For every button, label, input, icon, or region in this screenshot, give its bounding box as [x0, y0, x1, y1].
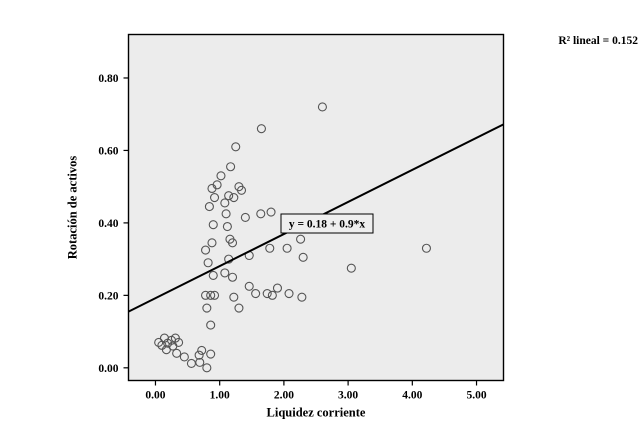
data-point: [220, 268, 230, 278]
data-point: [226, 162, 236, 172]
data-point: [231, 142, 241, 152]
data-point: [234, 303, 244, 313]
x-axis-tick-label: 3.00: [338, 390, 358, 402]
data-point: [236, 185, 247, 195]
data-point: [256, 209, 266, 219]
plot-area: [128, 34, 504, 381]
data-point: [208, 220, 218, 230]
data-point: [266, 207, 276, 217]
data-point: [220, 198, 230, 208]
data-points-layer: [154, 102, 432, 373]
equation-label: y = 0.18 + 0.9*x: [289, 219, 366, 231]
data-point: [174, 337, 184, 348]
data-point: [227, 272, 238, 282]
data-point: [208, 270, 218, 280]
x-axis-tick-label: 4.00: [402, 390, 422, 402]
data-point: [296, 234, 306, 244]
data-point: [216, 171, 226, 181]
data-point: [284, 288, 294, 299]
data-point: [206, 320, 216, 330]
axes-layer: 0.00 1.00 2.00 3.00 4.00 5.00 0.00 0.20 0.40 0.60…: [98, 33, 505, 402]
data-point: [240, 212, 250, 223]
data-point: [262, 288, 272, 299]
data-point: [227, 238, 238, 248]
data-point: [197, 345, 207, 355]
plot-panel: [128, 34, 504, 381]
data-point: [265, 243, 275, 253]
data-point: [421, 243, 432, 253]
x-axis-tick-label: 5.00: [466, 390, 486, 402]
r-squared-label: R² lineal = 0.152: [558, 35, 638, 47]
data-point: [244, 281, 254, 291]
data-point: [229, 192, 239, 203]
data-point: [172, 348, 182, 358]
x-axis-tick-label: 1.00: [210, 390, 230, 402]
data-point: [317, 102, 327, 112]
y-axis-title: Rotación de activos: [66, 156, 80, 260]
y-axis-tick-label: 0.00: [98, 363, 118, 375]
y-axis-tick-label: 0.80: [98, 73, 118, 85]
data-point: [229, 292, 239, 302]
data-point: [221, 209, 231, 219]
data-point: [298, 252, 308, 262]
y-axis-tick-label: 0.60: [98, 145, 118, 157]
data-point: [179, 352, 189, 362]
data-point: [209, 290, 220, 300]
data-point: [224, 191, 234, 201]
y-axis-tick-label: 0.40: [98, 218, 118, 230]
data-point: [297, 292, 307, 302]
data-point: [272, 283, 283, 293]
data-point: [282, 243, 292, 253]
data-point: [346, 263, 356, 273]
data-point: [206, 290, 216, 300]
data-point: [251, 288, 261, 299]
data-point: [209, 192, 220, 203]
data-point: [212, 180, 222, 190]
data-point: [201, 290, 211, 300]
plot-frame: [127, 33, 505, 382]
equation-box: [280, 213, 374, 234]
x-axis-tick-label: 0.00: [145, 390, 165, 402]
data-point: [222, 221, 232, 232]
data-point: [195, 357, 205, 367]
y-axis-tick-label: 0.20: [98, 290, 118, 302]
data-point: [204, 202, 214, 212]
data-point: [194, 350, 204, 360]
labels-layer: Liquidez corriente Rotación de activos R² …: [66, 35, 639, 420]
data-point: [202, 363, 212, 373]
x-axis-title: Liquidez corriente: [267, 406, 366, 420]
data-point: [202, 303, 212, 313]
data-point: [203, 258, 213, 268]
data-point: [256, 124, 266, 134]
data-point: [267, 290, 277, 300]
data-point: [154, 337, 164, 348]
data-point: [206, 349, 216, 359]
data-point: [207, 238, 217, 248]
x-axis-tick-label: 2.00: [274, 390, 294, 402]
data-point: [201, 245, 211, 255]
